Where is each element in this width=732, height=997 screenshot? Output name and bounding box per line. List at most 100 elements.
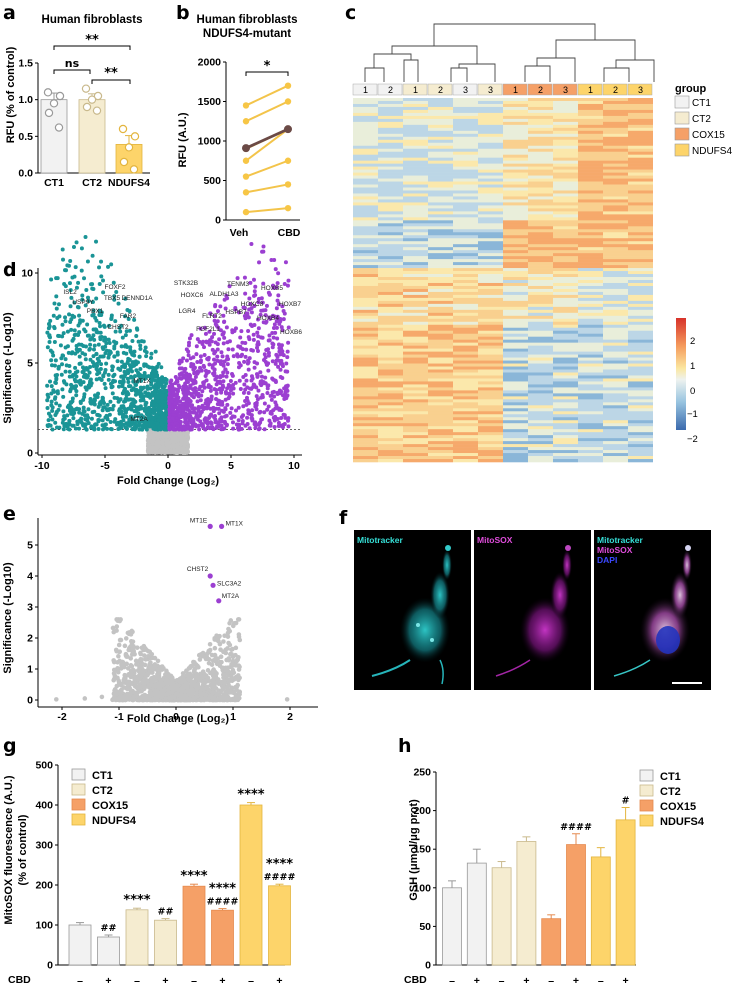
up-point [249,378,254,383]
up-point [212,357,217,362]
heatmap-cell [428,351,453,355]
heatmap-cell [528,274,553,278]
sample-label: 2 [538,85,543,95]
heatmap-cell [503,408,528,412]
down-point [63,357,68,362]
down-point [162,384,167,389]
down-point [87,370,92,375]
heatmap-cell [453,178,478,182]
heatmap-cell [553,148,578,153]
heatmap-cell [478,109,503,114]
heatmap-cell [378,103,403,108]
down-point [113,341,118,346]
heatmap-cell [603,459,628,463]
heatmap-cell [553,411,578,415]
heatmap-cell [378,300,403,305]
up-point [236,310,241,315]
heatmap-cell [403,232,428,236]
heatmap-cell [403,318,428,323]
heatmap-cell [428,238,453,242]
heatmap-cell [553,241,578,245]
heatmap-cell [628,205,653,209]
heatmap-cell [578,291,603,296]
heatmap-cell [353,250,378,254]
down-point [45,398,50,403]
heatmap-cell [403,426,428,430]
heatmap-cell [403,360,428,364]
heatmap-cell [603,369,628,373]
heatmap-cell [428,166,453,170]
panel-d-ylabel: Significance (-Log10) [2,312,14,424]
heatmap-cell [378,357,403,361]
heatmap-cell [503,205,528,209]
down-point [119,374,124,379]
heatmap-cell [478,309,503,314]
up-point [178,372,183,377]
heatmap-cell [428,360,453,364]
heatmap-cell [453,435,478,439]
heatmap-cell [528,441,553,445]
heatmap-cell [503,324,528,329]
heatmap-cell [378,333,403,337]
up-point [236,365,241,370]
up-point [245,311,250,316]
down-point [91,347,96,352]
up-point [247,307,252,312]
heatmap-cell [353,175,378,179]
down-point [142,348,147,353]
heatmap-cell [628,432,653,436]
heatmap-cell [378,106,403,111]
heatmap-cell [478,98,503,102]
heatmap-cell [478,444,503,448]
up-point [188,356,193,361]
heatmap-cell [478,378,503,382]
heatmap-cell [478,387,503,391]
heatmap-cell [353,309,378,314]
down-point [103,367,108,372]
heatmap-cell [453,226,478,230]
ns-point [166,445,171,450]
up-point [239,426,244,431]
up-point [246,335,251,340]
heatmap-cell [603,187,628,191]
heatmap-cell [553,214,578,218]
heatmap-cell [403,268,428,272]
y-tick-label: 1 [27,664,33,676]
heatmap-cell [403,229,428,233]
heatmap-cell [578,411,603,415]
down-point [71,416,76,421]
up-point [266,353,271,358]
up-point [227,284,232,289]
up-point [269,397,274,402]
heatmap-cell [503,160,528,164]
heatmap-cell [403,402,428,406]
down-point [149,392,154,397]
down-point [67,312,72,317]
heatmap-cell [603,274,628,278]
heatmap-cell [353,193,378,197]
x-tick-label: 0 [165,460,171,472]
heatmap-cell [353,202,378,206]
heatmap-cell [478,294,503,299]
heatmap-cell [353,318,378,323]
heatmap-cell [428,402,453,406]
heatmap-cell [353,106,378,111]
heatmap-cell [553,303,578,308]
down-point [131,386,136,391]
heatmap-cell [478,441,503,445]
up-point [184,420,189,425]
down-point [60,362,65,367]
down-point [123,397,128,402]
heatmap-cell [378,280,403,284]
up-point [167,426,172,431]
heatmap-cell [503,98,528,102]
heatmap-cell [403,247,428,251]
heatmap-cell [553,336,578,340]
down-point [145,386,150,391]
ns-point [171,435,176,440]
down-point [120,382,125,387]
down-point [89,282,94,287]
heatmap-cell [403,444,428,448]
down-point [96,427,101,432]
